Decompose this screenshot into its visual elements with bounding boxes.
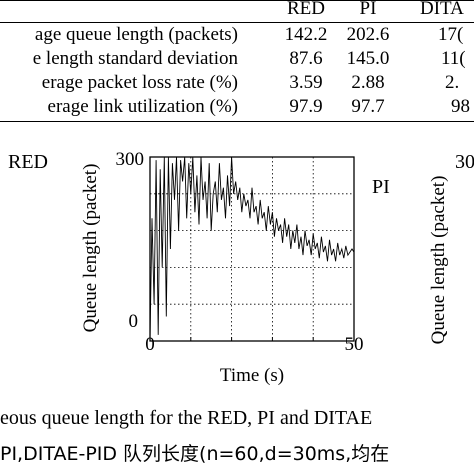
row-label-std-dev: e length standard deviation	[32, 48, 238, 69]
cell-red-loss-rate: 3.59	[289, 72, 323, 93]
row-label-loss-rate: erage packet loss rate (%)	[41, 72, 238, 93]
col-header-ditae: DITA	[420, 0, 464, 19]
cell-pi-avg-queue: 202.6	[346, 24, 390, 45]
table-header-rule	[0, 22, 474, 23]
row-label-utilization: erage link utilization (%)	[47, 96, 238, 117]
plot-grid	[150, 157, 354, 341]
queue-length-figure: RED PI 30 Queue length (packet) Queue le…	[8, 149, 474, 386]
x-tick-label-50: 50	[345, 334, 364, 355]
cell-ditae-loss-rate: 2.	[445, 72, 460, 93]
y-axis-label: Queue length (packet)	[80, 164, 101, 333]
right-panel-y-axis-label: Queue length (packet)	[428, 176, 449, 345]
red-panel-label: RED	[8, 151, 48, 173]
table-bottom-rule	[0, 121, 474, 122]
y-tick-label-300: 300	[116, 149, 145, 170]
x-axis-label: Time (s)	[220, 365, 284, 386]
figure-caption-en: eous queue length for the RED, PI and DI…	[0, 407, 373, 429]
right-panel-partial-tick: 30	[455, 151, 474, 173]
row-label-avg-queue: age queue length (packets)	[34, 24, 238, 45]
cell-red-utilization: 97.9	[289, 96, 323, 117]
table-top-rule	[0, 0, 474, 1]
col-header-pi: PI	[359, 0, 377, 19]
col-header-red: RED	[287, 0, 325, 19]
cell-pi-std-dev: 145.0	[346, 48, 390, 69]
x-tick-label-0: 0	[145, 334, 155, 355]
cell-ditae-avg-queue: 17(	[438, 24, 464, 45]
cell-red-std-dev: 87.6	[289, 48, 323, 69]
cell-pi-utilization: 97.7	[351, 96, 385, 117]
plot-frame	[149, 156, 355, 342]
figure-caption-cn: PI,DITAE-PID 队列长度(n=60,d=30ms,均在	[0, 443, 390, 465]
cell-red-avg-queue: 142.2	[284, 24, 328, 45]
pi-panel-label: PI	[372, 176, 390, 198]
queue-length-series-line	[149, 156, 355, 342]
cell-ditae-std-dev: 11(	[441, 48, 466, 69]
y-tick-label-0: 0	[129, 311, 139, 332]
cell-pi-loss-rate: 2.88	[351, 72, 385, 93]
cell-ditae-utilization: 98	[451, 96, 470, 117]
